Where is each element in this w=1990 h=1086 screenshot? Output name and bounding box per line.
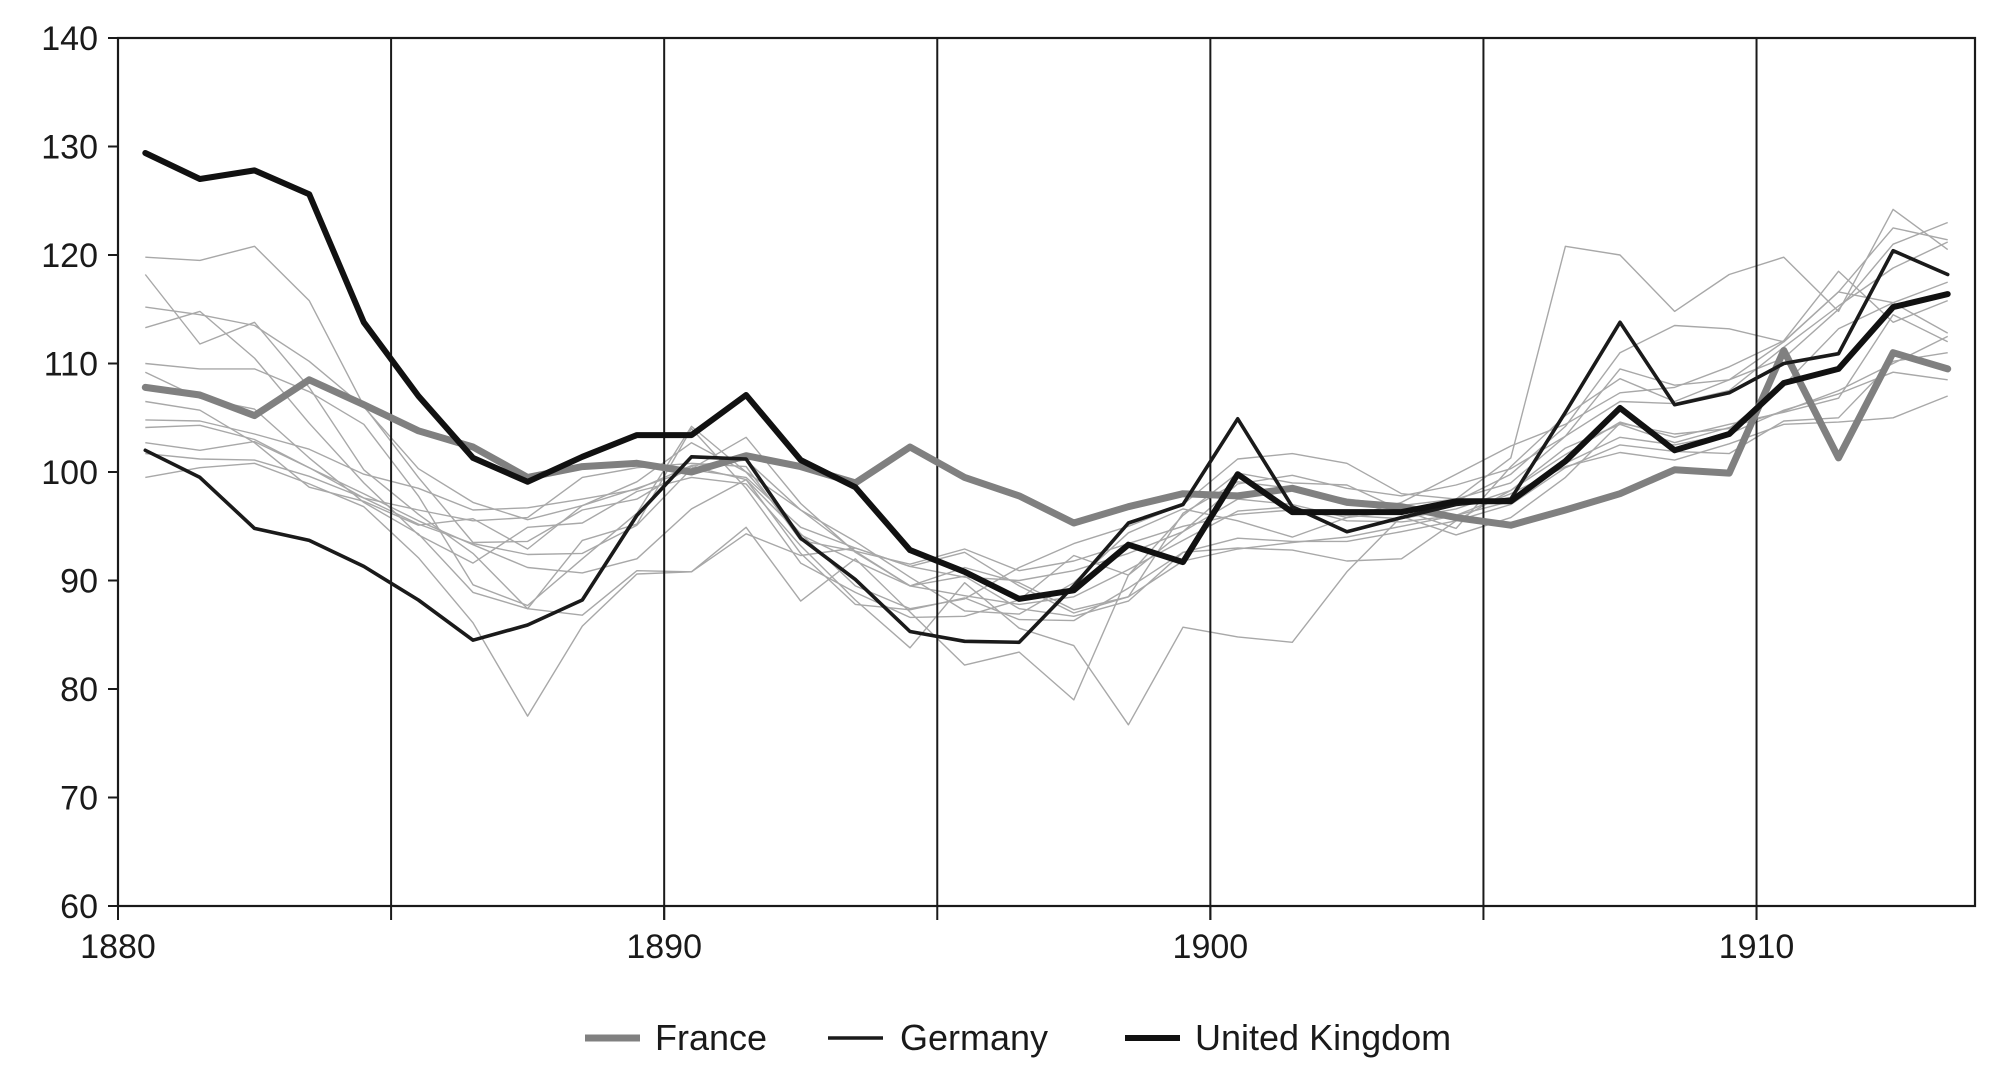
legend-label: France bbox=[655, 1017, 767, 1058]
background-lines bbox=[144, 208, 1949, 726]
y-tick-label: 90 bbox=[60, 563, 98, 601]
y-tick-label: 70 bbox=[60, 780, 98, 818]
legend-item-france: France bbox=[585, 1017, 767, 1058]
background-line-11 bbox=[145, 371, 1948, 606]
y-tick-label: 120 bbox=[41, 237, 98, 275]
x-axis-ticks: 1880 1890 1900 1910 bbox=[80, 906, 1794, 966]
legend-item-germany: Germany bbox=[828, 1017, 1048, 1058]
y-axis-ticks: 60 70 80 90 100 110 120 130 140 bbox=[41, 20, 118, 926]
background-line-10 bbox=[145, 352, 1948, 622]
series-line-united-kingdom bbox=[142, 150, 1951, 602]
legend-label: Germany bbox=[900, 1017, 1048, 1058]
background-line-3 bbox=[145, 241, 1949, 582]
y-tick-label: 100 bbox=[41, 454, 98, 492]
background-line-6 bbox=[144, 291, 1949, 701]
series-line-germany bbox=[143, 248, 1950, 645]
x-tick-label: 1910 bbox=[1719, 928, 1795, 966]
y-tick-label: 140 bbox=[41, 20, 98, 58]
y-tick-label: 80 bbox=[60, 671, 98, 709]
legend: France Germany United Kingdom bbox=[585, 1017, 1451, 1058]
background-line-1 bbox=[145, 221, 1948, 611]
background-line-2 bbox=[144, 227, 1948, 619]
y-tick-label: 110 bbox=[44, 346, 98, 384]
x-tick-label: 1900 bbox=[1173, 928, 1249, 966]
y-tick-label: 60 bbox=[60, 888, 98, 926]
series-lines bbox=[141, 150, 1952, 645]
background-line-12 bbox=[145, 395, 1948, 717]
background-line-4 bbox=[145, 281, 1948, 726]
background-line-5 bbox=[145, 208, 1949, 610]
x-tick-label: 1890 bbox=[626, 928, 702, 966]
background-line-9 bbox=[145, 335, 1949, 572]
legend-item-united-kingdom: United Kingdom bbox=[1125, 1017, 1451, 1058]
y-tick-label: 130 bbox=[41, 129, 98, 167]
legend-label: United Kingdom bbox=[1195, 1017, 1451, 1058]
x-tick-label: 1880 bbox=[80, 928, 156, 966]
background-line-7 bbox=[145, 270, 1948, 615]
vertical-reference-lines bbox=[390, 38, 1758, 920]
series-line-france bbox=[141, 347, 1952, 529]
